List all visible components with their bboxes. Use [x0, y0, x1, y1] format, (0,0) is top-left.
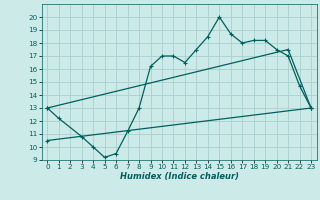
X-axis label: Humidex (Indice chaleur): Humidex (Indice chaleur): [120, 172, 239, 181]
